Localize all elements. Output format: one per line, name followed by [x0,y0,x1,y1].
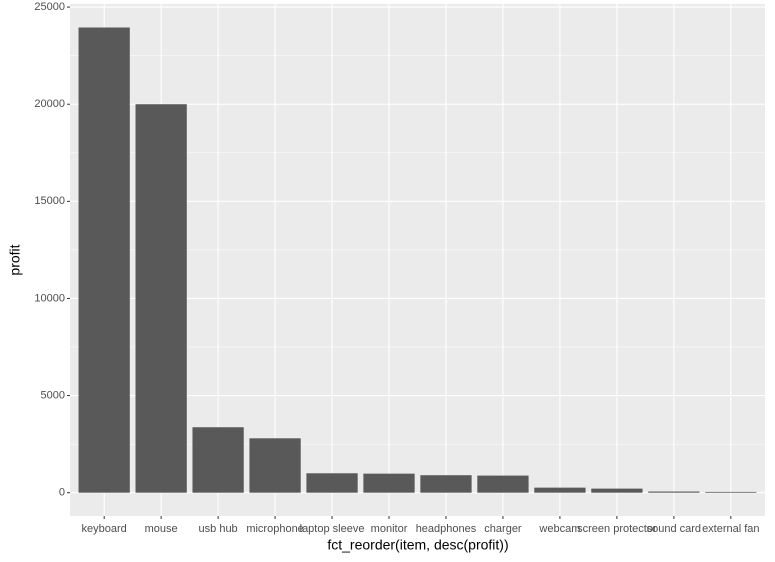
x-tick-label: mouse [145,523,178,535]
bar [78,27,130,493]
bar [705,491,757,493]
y-tick-label: 0 [59,487,65,499]
bar [306,473,358,493]
bar [363,473,415,493]
x-tick-label: sound card [647,523,701,535]
bar [534,487,586,493]
bar [135,104,187,493]
x-tick-label: laptop sleeve [300,523,365,535]
x-tick-label: keyboard [82,523,127,535]
y-tick-label: 25000 [34,1,65,13]
bar [591,488,643,493]
x-tick-label: microphone [246,523,303,535]
x-tick-label: charger [484,523,522,535]
x-tick-label: screen protector [577,523,657,535]
y-tick-label: 10000 [34,292,65,304]
bar [192,427,244,493]
x-tick-label: headphones [416,523,477,535]
y-tick-label: 20000 [34,98,65,110]
x-tick-label: webcam [538,523,580,535]
x-tick-label: external fan [702,523,759,535]
x-tick-label: monitor [371,523,408,535]
bar [420,475,472,493]
y-tick-label: 15000 [34,195,65,207]
bar [648,491,700,493]
bar [477,475,529,493]
y-axis-title: profit [7,244,23,275]
x-tick-label: usb hub [199,523,238,535]
y-tick-label: 5000 [41,389,65,401]
x-axis-title: fct_reorder(item, desc(profit)) [327,537,508,553]
bar [249,438,301,493]
